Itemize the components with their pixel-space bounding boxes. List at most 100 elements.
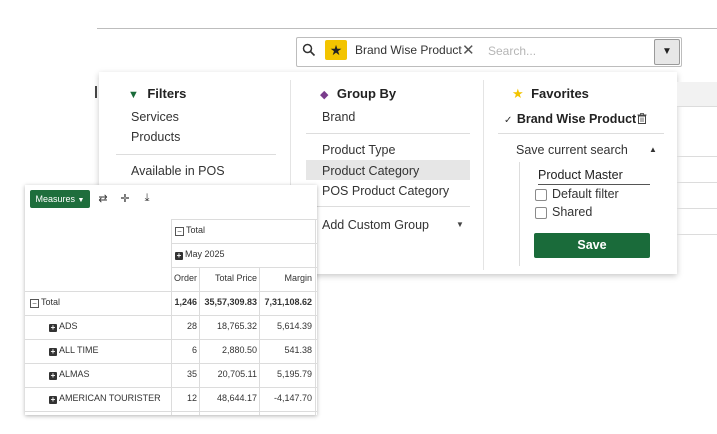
expand-all-icon[interactable]: ✛ [120, 193, 130, 205]
filter-item-services[interactable]: Services [131, 110, 179, 124]
cell-total-price: 20,705.11 [217, 369, 257, 379]
search-input[interactable] [486, 40, 650, 62]
grid-line [171, 219, 317, 220]
star-icon: ★ [512, 86, 524, 101]
cell-order: 6 [191, 345, 197, 355]
expand-icon: + [49, 347, 57, 356]
col-header-total[interactable]: − Total [175, 225, 205, 236]
group-by-item-brand[interactable]: Brand [322, 110, 356, 124]
cell-order: 35 [186, 369, 197, 379]
background-header-strip [677, 82, 717, 106]
trash-icon[interactable] [637, 111, 647, 129]
grid-line [25, 291, 317, 292]
expand-icon: + [49, 395, 57, 404]
cell-margin: 541.38 [284, 345, 312, 355]
filters-header: ▼ Filters [128, 85, 186, 103]
filter-item-products[interactable]: Products [131, 130, 181, 144]
cell-total-order: 1,246 [174, 297, 197, 307]
background-grid-line [677, 156, 717, 157]
search-facet-label: Brand Wise Product [355, 43, 462, 57]
group-by-title: Group By [336, 86, 397, 101]
pivot-view: Measures ▼ ⇄ ✛ ⤓ − Total + May 2025 Order … [25, 185, 317, 415]
col-header-period-label: May 2025 [185, 249, 225, 259]
background-grid-line [677, 182, 717, 183]
favorites-header: ★ Favorites [512, 85, 589, 103]
cell-margin: -4,147.70 [273, 393, 312, 403]
row-header[interactable]: + ALMAS [49, 369, 90, 380]
background-grid-line [677, 234, 717, 235]
cell-order: 12 [186, 393, 197, 403]
col-header-total-label: Total [186, 225, 206, 235]
row-header[interactable]: + AMERICAN TOURISTER [49, 393, 161, 404]
grid-line [25, 411, 317, 412]
filters-title: Filters [147, 86, 187, 101]
flip-axis-icon[interactable]: ⇄ [98, 193, 108, 205]
layers-icon: ◆ [320, 89, 329, 101]
group-by-item-product-category[interactable]: Product Category [322, 164, 420, 178]
save-current-search[interactable]: Save current search [516, 143, 628, 157]
background-grid-line [677, 208, 717, 209]
favorite-item[interactable]: ✓ Brand Wise Product [504, 110, 636, 128]
grid-line [25, 363, 317, 364]
favorites-separator [498, 133, 664, 134]
filter-separator [116, 154, 276, 155]
grid-line [199, 267, 200, 415]
cell-total-margin: 7,31,108.62 [264, 297, 312, 307]
group-by-item-product-type[interactable]: Product Type [322, 143, 396, 157]
group-by-separator [306, 133, 470, 134]
row-header-label: AMERICAN TOURISTER [59, 393, 161, 403]
group-by-item-pos-category[interactable]: POS Product Category [322, 184, 450, 198]
measure-header-total-price[interactable]: Total Price [214, 273, 257, 283]
row-header-label: ADS [59, 321, 78, 331]
favorite-name-input[interactable]: Product Master [538, 168, 650, 185]
favorite-item-label: Brand Wise Product [516, 112, 637, 126]
grid-line [171, 243, 317, 244]
column-divider [483, 80, 484, 270]
expand-icon: + [49, 323, 57, 332]
add-custom-group[interactable]: Add Custom Group [322, 218, 429, 232]
check-icon: ✓ [504, 115, 513, 126]
search-options-toggle[interactable]: ▼ [654, 39, 680, 65]
row-header[interactable]: + ALL TIME [49, 345, 99, 356]
search-icon[interactable] [302, 43, 318, 59]
caret-down-icon[interactable]: ▼ [456, 220, 464, 229]
shared-checkbox[interactable] [535, 207, 547, 219]
favorites-title: Favorites [531, 86, 589, 101]
cell-margin: 5,195.79 [276, 369, 312, 379]
measures-label: Measures [35, 194, 76, 204]
caret-down-icon: ▼ [662, 46, 672, 57]
star-icon: ★ [325, 40, 347, 60]
measure-header-margin[interactable]: Margin [284, 273, 312, 283]
expand-icon: + [49, 371, 57, 380]
grid-line [315, 219, 316, 415]
caret-up-icon[interactable]: ▲ [649, 145, 657, 154]
row-header-total[interactable]: − Total [30, 297, 60, 308]
group-by-separator-2 [306, 206, 470, 207]
cell-total-price: 2,880.50 [221, 345, 257, 355]
collapse-icon: − [30, 299, 39, 308]
measures-button[interactable]: Measures ▼ [30, 190, 90, 208]
default-filter-checkbox[interactable] [535, 189, 547, 201]
download-icon[interactable]: ⤓ [144, 192, 150, 204]
grid-line [25, 315, 317, 316]
filter-item-available-pos[interactable]: Available in POS [131, 164, 225, 178]
background-grid-line [677, 106, 717, 107]
cell-total-price: 18,765.32 [216, 321, 257, 331]
shared-label: Shared [552, 205, 593, 219]
measure-header-order[interactable]: Order [173, 273, 197, 283]
expand-icon: + [175, 251, 183, 260]
cell-total-price: 35,57,309.83 [204, 297, 257, 307]
group-by-header: ◆ Group By [320, 85, 396, 103]
row-header-label: ALL TIME [59, 345, 99, 355]
group-by-highlight [306, 160, 470, 180]
cell-margin: 5,614.39 [276, 321, 312, 331]
collapse-icon: − [175, 227, 184, 236]
close-icon[interactable]: ✕ [462, 42, 475, 59]
row-header[interactable]: + ADS [49, 321, 78, 332]
row-header-label: ALMAS [59, 369, 90, 379]
cell-order: 28 [186, 321, 197, 331]
caret-down-icon: ▼ [77, 197, 85, 204]
save-panel-border [519, 162, 520, 266]
save-favorite-button[interactable]: Save [534, 233, 650, 258]
col-header-period[interactable]: + May 2025 [175, 249, 225, 260]
